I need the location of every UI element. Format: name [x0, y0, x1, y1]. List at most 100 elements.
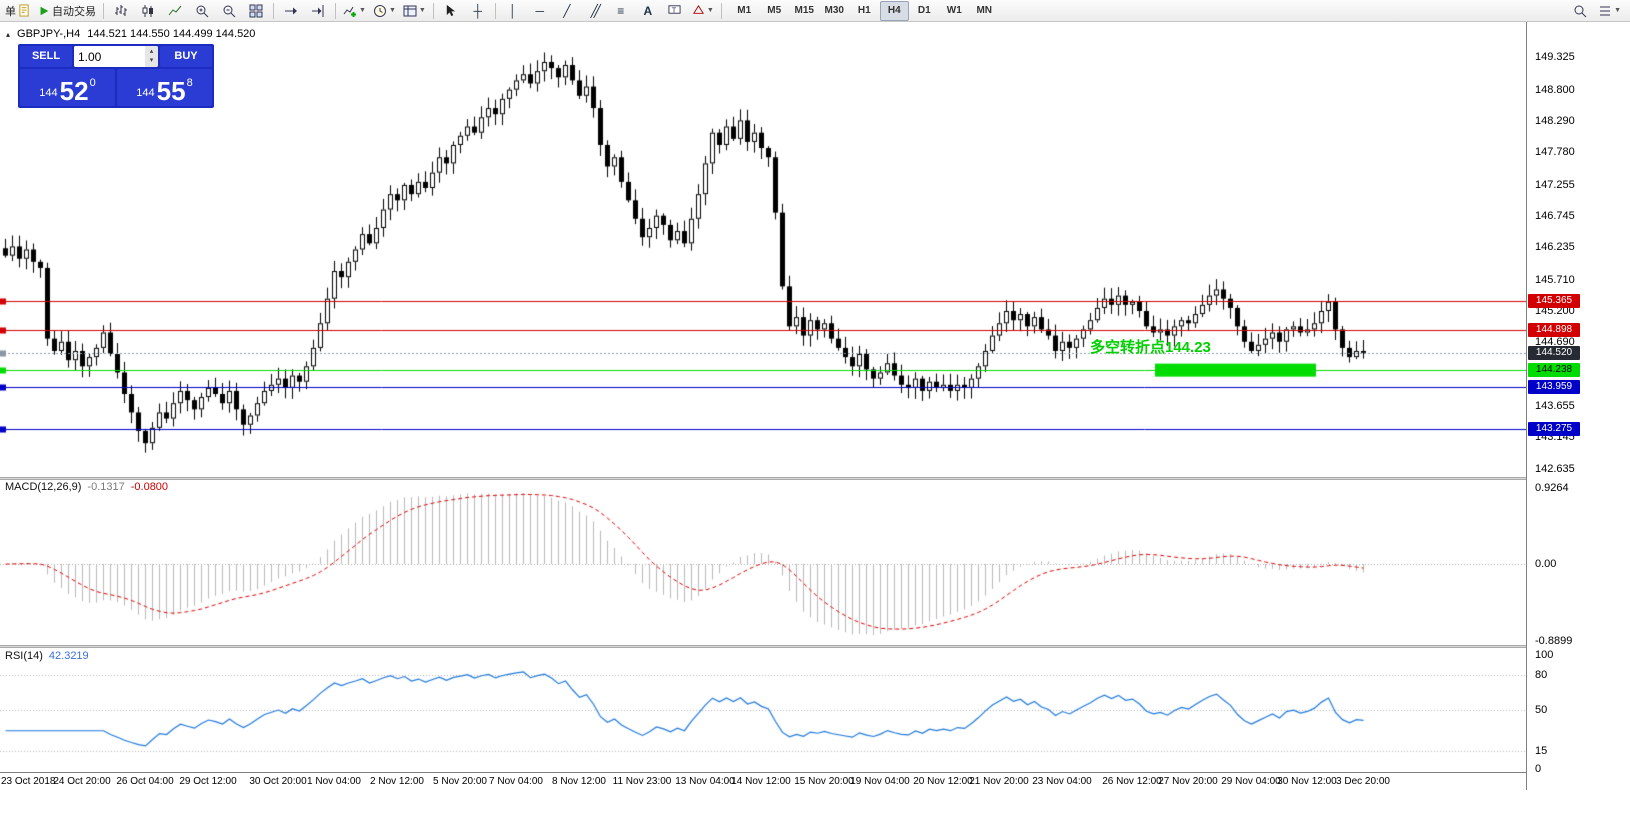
chart-shift-button[interactable] [305, 0, 331, 21]
templates-button[interactable]: ▼ [400, 0, 429, 21]
time-axis-label: 7 Nov 04:00 [489, 776, 543, 787]
volume-box: ▴ ▾ [74, 46, 158, 67]
stepper-up-icon[interactable]: ▴ [149, 48, 154, 56]
fibonacci-button[interactable]: ≡ [608, 0, 634, 21]
price-tick: 144.690 [1535, 336, 1575, 349]
symbol-title: GBPJPY-,H4 [17, 28, 81, 40]
timeframe-button-H1[interactable]: H1 [857, 4, 871, 16]
volume-stepper[interactable]: ▴ ▾ [145, 46, 158, 67]
timeframe-button-D1[interactable]: D1 [917, 4, 931, 16]
rsi-tick: 100 [1535, 649, 1554, 661]
auto-scroll-button[interactable] [278, 0, 304, 21]
sell-price-prefix: 144 [39, 87, 58, 99]
crosshair-button[interactable]: ┼ [465, 0, 491, 21]
tile-windows-button[interactable] [243, 0, 269, 21]
rsi-tick: 0 [1535, 763, 1542, 775]
timeframe-button-M5[interactable]: M5 [767, 4, 782, 16]
autotrading-button[interactable]: 自动交易 [35, 0, 99, 21]
trendline-button[interactable]: ╱ [554, 0, 580, 21]
bar-chart-icon [114, 4, 128, 18]
timeframe-button-M15[interactable]: M15 [794, 4, 814, 16]
stepper-down-icon[interactable]: ▾ [149, 56, 154, 64]
time-axis-label: 23 Oct 2018 [1, 776, 56, 787]
time-axis-label: 21 Nov 20:00 [969, 776, 1029, 787]
time-axis-label: 19 Nov 04:00 [850, 776, 910, 787]
rsi-indicator-chart[interactable] [0, 648, 1526, 772]
toolbar-separator [273, 2, 274, 19]
clock-icon [373, 4, 387, 18]
buy-price-button[interactable]: 144 55 8 [117, 69, 212, 106]
text-label-icon: T [668, 3, 681, 18]
fibonacci-icon: ≡ [617, 3, 625, 18]
price-tick: 146.235 [1535, 241, 1575, 254]
toolbar-separator [335, 2, 336, 19]
horizontal-line-button[interactable]: ─ [527, 0, 553, 21]
horizontal-line-icon: ─ [535, 3, 545, 18]
sell-price-button[interactable]: 144 52 0 [20, 69, 115, 106]
timeframe-button-MN[interactable]: MN [976, 4, 993, 16]
timeframe-button-W1[interactable]: W1 [946, 4, 962, 16]
macd-name: MACD(12,26,9) [5, 481, 82, 493]
svg-text:T: T [672, 5, 677, 14]
macd-tick: 0.00 [1535, 558, 1557, 571]
price-tick: 145.200 [1535, 304, 1575, 317]
toolbars-menu-button[interactable]: ▼ [1595, 0, 1624, 21]
toolbar-right-group: ▼ [1567, 0, 1628, 21]
price-tick: 149.325 [1535, 51, 1575, 64]
text-button[interactable]: A [635, 0, 661, 21]
arrows-button[interactable]: ▼ [689, 0, 717, 21]
candlestick-chart-button[interactable] [135, 0, 161, 21]
dropdown-caret-icon: ▼ [359, 7, 366, 14]
panel-splitter[interactable] [0, 645, 1630, 648]
line-chart-icon [168, 4, 182, 18]
zoom-out-icon [222, 4, 236, 18]
dropdown-caret-icon: ▼ [1614, 7, 1621, 14]
time-axis-label: 8 Nov 12:00 [552, 776, 606, 787]
panel-splitter[interactable] [0, 477, 1630, 480]
macd-indicator-chart[interactable] [0, 480, 1526, 645]
buy-button-label: BUY [174, 50, 198, 62]
zoom-in-button[interactable] [189, 0, 215, 21]
indicators-button[interactable]: ▼ [340, 0, 369, 21]
channel-button[interactable]: ╱╱ [581, 0, 607, 21]
vertical-line-button[interactable]: │ [500, 0, 526, 21]
symbol-ohlc-values: 144.521 144.550 144.499 144.520 [87, 28, 256, 40]
time-axis-label: 11 Nov 23:00 [612, 776, 672, 787]
bar-chart-button[interactable] [108, 0, 134, 21]
timeframe-button-M1[interactable]: M1 [737, 4, 752, 16]
timeframe-button-H4[interactable]: H4 [879, 0, 909, 21]
arrow-shapes-icon [692, 4, 705, 17]
volume-input[interactable] [74, 46, 145, 67]
collapse-arrow-icon[interactable]: ▴ [6, 29, 11, 39]
time-axis-label: 30 Nov 12:00 [1277, 776, 1337, 787]
timeframe-button-M30[interactable]: M30 [824, 4, 844, 16]
price-tick: 143.655 [1535, 399, 1575, 412]
price-level-label: 145.365 [1528, 293, 1580, 308]
new-order-button[interactable]: 单 [2, 0, 34, 21]
time-axis[interactable]: 23 Oct 2018 24 Oct 20:00 26 Oct 04:00 29 Oc… [0, 772, 1526, 790]
sell-button-label: SELL [31, 50, 61, 62]
cursor-arrow-icon [444, 4, 457, 17]
crosshair-icon: ┼ [473, 3, 483, 18]
cursor-button[interactable] [438, 0, 464, 21]
zoom-out-button[interactable] [216, 0, 242, 21]
time-axis-label: 5 Nov 20:00 [433, 776, 487, 787]
equidistant-channel-icon: ╱╱ [590, 3, 602, 18]
candlestick-chart[interactable] [0, 22, 1526, 477]
buy-price-pip: 8 [186, 77, 193, 89]
dropdown-caret-icon: ▼ [418, 7, 426, 14]
time-axis-label: 1 Nov 04:00 [307, 776, 361, 787]
line-chart-button[interactable] [162, 0, 188, 21]
buy-button[interactable]: BUY [160, 46, 212, 67]
sell-button[interactable]: SELL [20, 46, 72, 67]
template-icon [403, 4, 417, 18]
time-axis-label: 13 Nov 04:00 [675, 776, 735, 787]
text-label-button[interactable]: T [662, 0, 688, 21]
price-tick: 148.290 [1535, 114, 1575, 127]
time-axis-label: 24 Oct 20:00 [53, 776, 111, 787]
periods-button[interactable]: ▼ [370, 0, 399, 21]
rsi-tick: 50 [1535, 704, 1548, 716]
price-axis-column[interactable]: 149.325 148.800 148.290 147.780 147.255 146.7… [1526, 22, 1630, 790]
search-button[interactable] [1567, 0, 1593, 21]
